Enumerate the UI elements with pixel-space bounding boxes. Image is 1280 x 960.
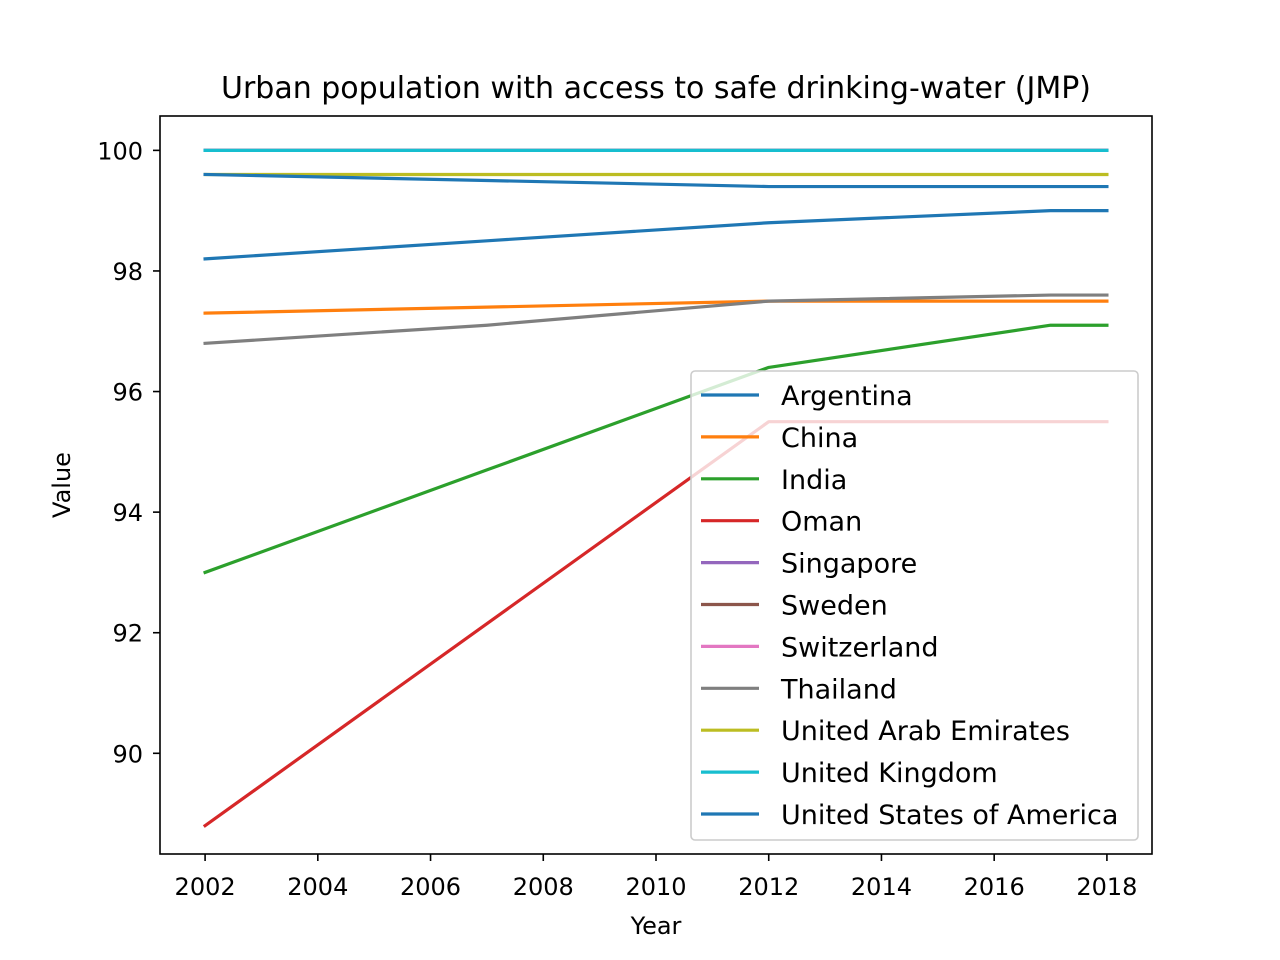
legend-label-3: Oman	[781, 507, 862, 538]
y-axis-ticks: 90 92 94 96 98 100	[97, 137, 160, 768]
legend-label-7: Thailand	[780, 674, 897, 705]
x-axis-ticks: 2002 2004 2006 2008 2010 2012 2014 2016 2018	[175, 854, 1137, 901]
x-tick-label: 2016	[964, 873, 1025, 901]
series-line-7	[203, 293, 1109, 346]
series-line-0	[203, 209, 1109, 261]
legend-label-4: Singapore	[781, 549, 917, 580]
legend-label-6: Switzerland	[781, 632, 939, 663]
y-axis-label: Value	[48, 452, 76, 518]
x-axis-label: Year	[630, 912, 682, 940]
series-line-10	[203, 172, 1109, 189]
x-tick-label: 2014	[851, 873, 912, 901]
x-tick-label: 2004	[287, 873, 348, 901]
legend: Argentina China India Oman Singapore Sweden Sw…	[690, 370, 1139, 841]
series-lines	[202, 148, 1109, 828]
chart-title: Urban population with access to safe dri…	[221, 71, 1091, 106]
x-tick-label: 2008	[513, 873, 574, 901]
x-tick-label: 2018	[1076, 873, 1137, 901]
y-tick-label: 96	[112, 379, 143, 407]
y-tick-label: 100	[97, 137, 143, 165]
legend-label-5: Sweden	[781, 591, 888, 622]
legend-label-2: India	[781, 465, 847, 496]
x-tick-label: 2006	[400, 873, 461, 901]
series-line-2	[203, 323, 1109, 575]
legend-label-10: United States of America	[781, 800, 1118, 831]
x-tick-label: 2010	[625, 873, 686, 901]
x-tick-label: 2002	[175, 873, 236, 901]
y-tick-label: 92	[112, 620, 143, 648]
y-tick-label: 94	[112, 499, 143, 527]
y-tick-label: 98	[112, 258, 143, 286]
legend-label-1: China	[781, 423, 858, 454]
y-tick-label: 90	[112, 740, 143, 768]
legend-label-0: Argentina	[781, 381, 913, 412]
legend-label-9: United Kingdom	[781, 758, 998, 789]
legend-label-8: United Arab Emirates	[781, 716, 1070, 747]
legend-box	[690, 370, 1139, 841]
x-tick-label: 2012	[738, 873, 799, 901]
